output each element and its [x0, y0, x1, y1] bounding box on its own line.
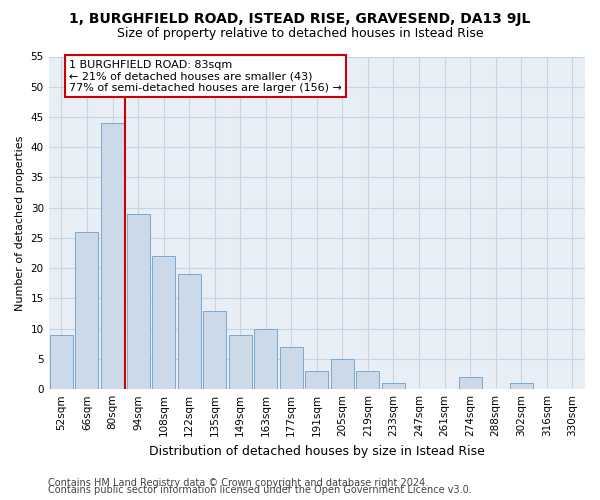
Bar: [76, 232, 98, 389]
Bar: [152, 256, 175, 389]
Bar: [203, 310, 226, 389]
Text: Contains HM Land Registry data © Crown copyright and database right 2024.: Contains HM Land Registry data © Crown c…: [48, 478, 428, 488]
X-axis label: Distribution of detached houses by size in Istead Rise: Distribution of detached houses by size …: [149, 444, 485, 458]
Bar: [331, 359, 354, 389]
Text: 1 BURGHFIELD ROAD: 83sqm
← 21% of detached houses are smaller (43)
77% of semi-d: 1 BURGHFIELD ROAD: 83sqm ← 21% of detach…: [69, 60, 342, 92]
Text: Contains public sector information licensed under the Open Government Licence v3: Contains public sector information licen…: [48, 485, 472, 495]
Bar: [382, 383, 405, 389]
Text: 1, BURGHFIELD ROAD, ISTEAD RISE, GRAVESEND, DA13 9JL: 1, BURGHFIELD ROAD, ISTEAD RISE, GRAVESE…: [70, 12, 530, 26]
Bar: [305, 371, 328, 389]
Y-axis label: Number of detached properties: Number of detached properties: [15, 135, 25, 310]
Bar: [458, 377, 482, 389]
Bar: [509, 383, 533, 389]
Bar: [229, 334, 252, 389]
Bar: [101, 123, 124, 389]
Bar: [178, 274, 200, 389]
Bar: [50, 334, 73, 389]
Bar: [280, 347, 303, 389]
Bar: [254, 328, 277, 389]
Bar: [356, 371, 379, 389]
Text: Size of property relative to detached houses in Istead Rise: Size of property relative to detached ho…: [116, 28, 484, 40]
Bar: [127, 214, 149, 389]
